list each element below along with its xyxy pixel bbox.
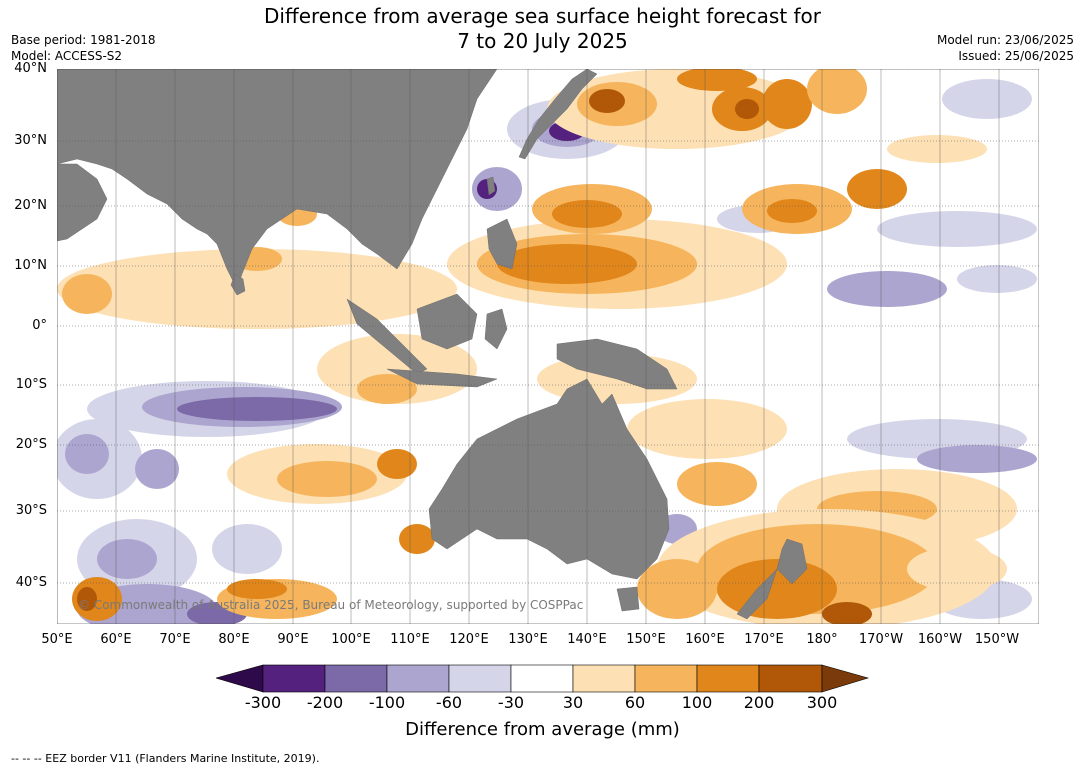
japan-islands <box>518 69 598 160</box>
lon-label: 170°E <box>744 632 784 647</box>
colorbar-tick: 60 <box>624 693 646 712</box>
map-title: Difference from average sea surface heig… <box>0 4 1085 54</box>
colorbar-swatch <box>262 664 326 693</box>
arabia-landmass <box>57 163 108 242</box>
colorbar-swatch <box>634 664 698 693</box>
colorbar-swatch <box>510 664 574 693</box>
lon-label: 140°E <box>567 632 607 647</box>
land-masses <box>57 69 808 620</box>
title-line-1: Difference from average sea surface heig… <box>263 4 822 28</box>
lon-label: 170°W <box>858 632 904 647</box>
colorbar-swatch <box>448 664 512 693</box>
colorbar-tick: -60 <box>435 693 463 712</box>
sri-lanka-island <box>230 273 246 296</box>
meta-left: Base period: 1981-2018 Model: ACCESS-S2 <box>11 32 156 64</box>
colorbar-swatch <box>758 664 823 693</box>
colorbar-label: Difference from average (mm) <box>405 719 680 740</box>
positive-anomaly-regions <box>57 69 1017 624</box>
meridians <box>57 69 1000 624</box>
lon-label: 150°W <box>974 632 1020 647</box>
philippines-islands <box>486 218 518 270</box>
taiwan-island <box>486 176 496 196</box>
issued-date: Issued: 25/06/2025 <box>958 49 1074 63</box>
eez-footnote: -- -- -- EEZ border V11 (Flanders Marine… <box>11 752 320 765</box>
lon-label: 130°E <box>508 632 548 647</box>
lat-label-40s: 40°S <box>15 575 47 590</box>
lat-label-20s: 20°S <box>15 437 47 452</box>
colorbar-tick: 100 <box>681 693 713 712</box>
meta-right: Model run: 23/06/2025 Issued: 25/06/2025 <box>937 32 1074 64</box>
borneo-island <box>416 293 478 350</box>
lon-label: 60°E <box>100 632 132 647</box>
lat-label-30s: 30°S <box>15 503 47 518</box>
copyright-notice: © Commonwealth of Australia 2025, Bureau… <box>78 598 584 612</box>
lon-label: 80°E <box>218 632 250 647</box>
australia-landmass <box>428 378 670 580</box>
colorbar-tick: 300 <box>806 693 838 712</box>
lat-label-0: 0° <box>32 318 47 333</box>
base-period: Base period: 1981-2018 <box>11 33 156 47</box>
lat-label-40n: 40°N <box>14 61 47 76</box>
colorbar-tick: -200 <box>306 693 344 712</box>
colorbar-arrow-high <box>821 664 870 693</box>
lon-label: 160°W <box>917 632 963 647</box>
colorbar-arrow-low <box>216 664 264 693</box>
model-name: Model: ACCESS-S2 <box>11 49 123 63</box>
colorbar-swatch <box>386 664 450 693</box>
lon-label: 100°E <box>331 632 371 647</box>
model-run: Model run: 23/06/2025 <box>936 33 1074 47</box>
colorbar-swatch <box>572 664 636 693</box>
colorbar-swatch <box>324 664 388 693</box>
lon-label: 120°E <box>449 632 489 647</box>
title-line-2: 7 to 20 July 2025 <box>457 29 628 53</box>
lat-label-10s: 10°S <box>15 377 47 392</box>
lat-label-30n: 30°N <box>14 133 47 148</box>
anomaly-map <box>57 69 1039 624</box>
colorbar-tick: 30 <box>562 693 584 712</box>
lon-label: 160°E <box>685 632 725 647</box>
colorbar-tick: 200 <box>743 693 775 712</box>
lon-label: 70°E <box>159 632 191 647</box>
lon-label: 110°E <box>390 632 430 647</box>
lat-label-20n: 20°N <box>14 198 47 213</box>
tasmania-island <box>616 586 640 612</box>
colorbar-tick: -300 <box>244 693 282 712</box>
java-island <box>386 368 498 388</box>
colorbar-swatch <box>696 664 760 693</box>
sulawesi-island <box>484 308 508 350</box>
lon-label: 150°E <box>626 632 666 647</box>
lon-label: 50°E <box>41 632 73 647</box>
new-zealand-islands <box>736 538 808 620</box>
asia-landmass <box>57 69 498 290</box>
lat-label-10n: 10°N <box>14 258 47 273</box>
colorbar-tick: -30 <box>497 693 525 712</box>
colorbar <box>216 664 870 693</box>
lon-label: 90°E <box>277 632 309 647</box>
colorbar-tick: -100 <box>368 693 406 712</box>
lon-label: 180° <box>806 632 838 647</box>
negative-anomaly-regions <box>57 71 1037 624</box>
